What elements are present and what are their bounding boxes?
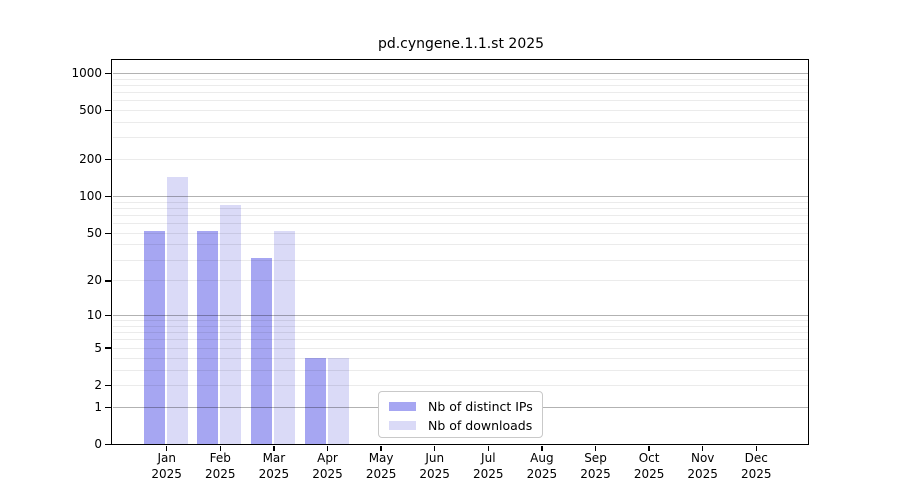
legend-swatch-distinct-ips [389, 402, 416, 412]
bar-distinct-ips [197, 231, 219, 445]
x-tick-label: Sep 2025 [580, 451, 611, 481]
x-tick [433, 446, 436, 451]
y-tick-label: 10 [86, 308, 102, 323]
x-tick-label: Mar 2025 [258, 451, 290, 481]
chart-title: pd.cyngene.1.1.st 2025 [377, 36, 545, 52]
y-tick-label: 100 [79, 189, 102, 204]
y-tick [105, 384, 112, 387]
minor-gridline [113, 214, 809, 216]
minor-gridline [113, 280, 809, 282]
plot-border [110, 58, 809, 445]
legend-label: Nb of downloads [428, 417, 533, 433]
y-tick-label: 20 [86, 273, 102, 288]
x-tick [487, 446, 490, 451]
y-tick-label: 2 [94, 377, 102, 392]
minor-gridline [113, 332, 809, 334]
legend-label: Nb of distinct IPs [428, 399, 533, 415]
x-tick [648, 446, 650, 451]
x-tick [219, 446, 222, 451]
minor-gridline [113, 91, 809, 93]
x-tick [380, 446, 382, 451]
legend-item: Nb of downloads [386, 416, 542, 435]
major-gridline [113, 72, 809, 74]
x-tick [541, 446, 543, 451]
legend-swatch-downloads [389, 420, 416, 430]
y-tick [105, 158, 112, 161]
x-tick-label: Oct 2025 [633, 451, 665, 481]
bar-downloads [273, 231, 295, 445]
minor-gridline [113, 207, 809, 209]
y-tick [105, 443, 112, 446]
bar-distinct-ips [304, 358, 326, 445]
x-tick-label: Jun 2025 [419, 451, 450, 481]
y-tick [105, 195, 112, 198]
y-tick [105, 314, 112, 317]
minor-gridline [113, 369, 809, 371]
minor-gridline [113, 347, 809, 349]
bar-downloads [327, 358, 349, 445]
y-tick [105, 72, 112, 75]
y-tick [105, 232, 112, 235]
minor-gridline [113, 121, 809, 123]
x-tick-label: Apr 2025 [312, 451, 343, 481]
y-tick-label: 0 [94, 437, 102, 451]
minor-gridline [113, 339, 809, 341]
x-tick-label: Nov 2025 [687, 451, 718, 481]
x-tick-label: Jul 2025 [473, 451, 504, 481]
minor-gridline [113, 78, 809, 80]
minor-gridline [113, 232, 809, 234]
y-tick [105, 406, 112, 408]
bar-distinct-ips [143, 231, 165, 445]
x-tick-label: Feb 2025 [205, 451, 236, 481]
y-tick-label: 5 [94, 340, 102, 355]
y-tick-label: 1 [94, 399, 102, 414]
minor-gridline [113, 320, 809, 322]
y-tick-label: 500 [79, 103, 102, 118]
x-tick [326, 446, 329, 451]
minor-gridline [113, 384, 809, 386]
minor-gridline [113, 325, 809, 327]
minor-gridline [113, 110, 809, 112]
major-gridline [113, 314, 809, 316]
x-tick [165, 446, 168, 451]
x-tick-label: May 2025 [365, 451, 397, 481]
y-tick-label: 1000 [71, 65, 102, 80]
minor-gridline [113, 100, 809, 102]
bar-downloads [166, 176, 188, 445]
bar-distinct-ips [250, 258, 272, 445]
minor-gridline [113, 223, 809, 225]
y-tick-label: 200 [79, 152, 102, 167]
y-tick [105, 280, 112, 282]
x-tick [701, 446, 704, 451]
minor-gridline [113, 84, 809, 86]
minor-gridline [113, 259, 809, 261]
legend-item: Nb of distinct IPs [386, 398, 542, 417]
x-tick [755, 446, 758, 451]
minor-gridline [113, 201, 809, 203]
minor-gridline [113, 357, 809, 359]
legend: Nb of distinct IPs Nb of downloads [378, 391, 543, 438]
y-tick [105, 109, 112, 112]
x-tick [594, 446, 597, 451]
x-tick-label: Aug 2025 [526, 451, 558, 481]
major-gridline [113, 195, 809, 197]
x-tick [273, 446, 275, 451]
y-tick-label: 50 [86, 225, 102, 240]
x-tick-label: Dec 2025 [741, 451, 772, 481]
minor-gridline [113, 137, 809, 139]
minor-gridline [113, 159, 809, 161]
bar-downloads [220, 205, 242, 445]
x-tick-label: Jan 2025 [151, 451, 182, 481]
minor-gridline [113, 244, 809, 246]
y-tick [105, 347, 112, 349]
